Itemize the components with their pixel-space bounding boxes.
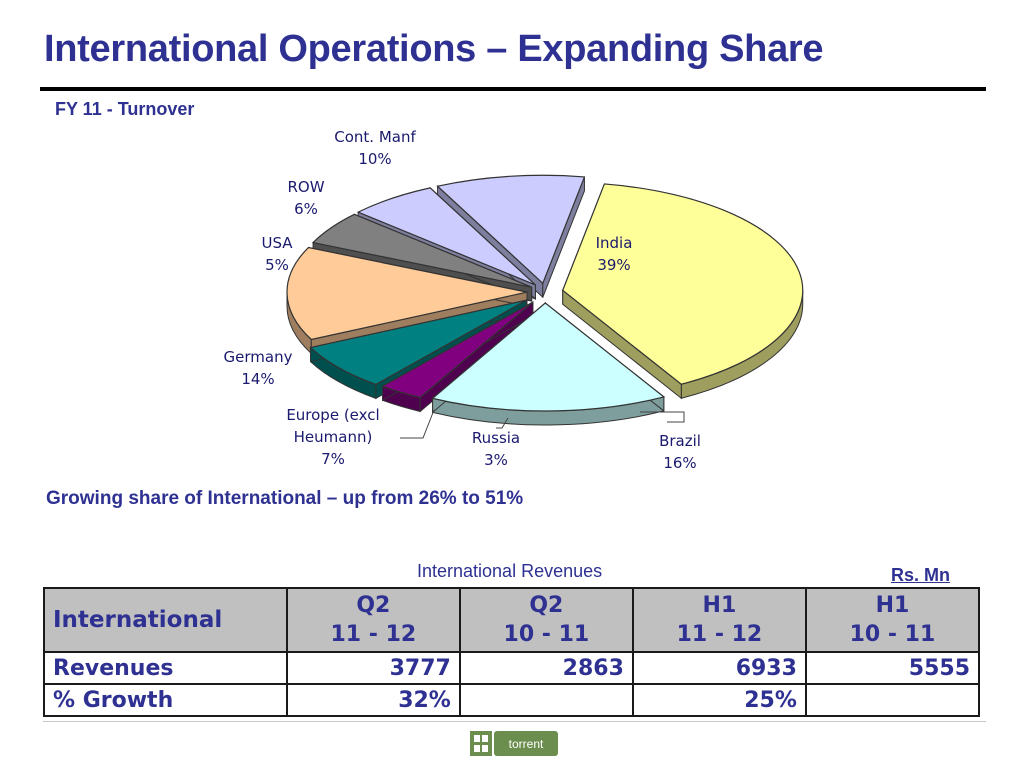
table-cell: 5555 [804,651,981,685]
table-cell: 6933 [631,651,807,685]
slice-label: Russia 3% [472,429,520,469]
pie-slice-russia [381,301,534,413]
slice-label: ROW 6% [287,178,324,218]
slice-label-line: 10% [358,150,391,168]
column-header-year: 10 - 11 [849,622,936,647]
table-caption: International Revenues [417,561,603,581]
svg-text:torrent: torrent [509,737,544,751]
table-cell [458,683,634,717]
slice-top [311,213,532,288]
leader-line [400,409,435,439]
slice-label: India 39% [596,234,633,274]
torrent-logo: torrent [470,731,558,756]
growth-note: Growing share of International – up from… [46,488,524,509]
chart-subtitle: FY 11 - Turnover [55,99,195,119]
slice-label-line: 39% [597,256,630,274]
row-label: % Growth [43,683,288,717]
revenue-table: International Q2 11 - 12 Q2 10 - 11 H1 11 -… [43,587,981,717]
table-header-row: International Q2 11 - 12 Q2 10 - 11 H1 11 -… [43,587,981,653]
column-header-year: 11 - 12 [330,622,417,647]
slice-label-line: 5% [265,256,289,274]
slice-label-line: 3% [484,451,508,469]
slice-label-line: USA [261,234,293,252]
slice-top [436,174,586,285]
leader-line [496,417,509,429]
column-header-year: 11 - 12 [676,622,763,647]
slice-top [562,183,804,385]
slice-label-line: 7% [321,450,345,468]
row-header-cell: International [43,587,288,653]
column-header-period: H1 [875,593,910,618]
slice-top [381,301,534,399]
turnover-pie-chart: India 39% Brazil 16% Russia 3% Europe (excl Heu… [224,128,804,472]
leader-line [640,411,685,423]
footer-divider [43,721,986,722]
column-header-h1-11-12: H1 11 - 12 [631,587,807,653]
page-title: International Operations – Expanding Sha… [44,28,824,70]
pie-slice-brazil [431,301,666,426]
table-cell: 25% [631,683,807,717]
column-header-q2-10-11: Q2 10 - 11 [458,587,634,653]
slice-label: Europe (excl Heumann) 7% [286,406,379,468]
table-row: Revenues 3777 2863 6933 5555 [43,651,981,685]
slice-label-line: India [596,234,633,252]
table-cell: 32% [285,683,461,717]
slice-top [286,246,528,341]
pie-slice-india [562,183,804,400]
slice-top [309,299,527,386]
slice-label: USA 5% [261,234,293,274]
slice-label-line: Russia [472,429,520,447]
slice-label-line: 16% [663,454,696,472]
slice-top [431,302,666,412]
table-cell: 2863 [458,651,634,685]
slice-label-line: 6% [294,200,318,218]
row-label: Revenues [43,651,288,685]
slice-label-line: Heumann) [294,428,373,446]
slice-label-line: 14% [241,370,274,388]
table-cell [804,683,981,717]
column-header-q2-11-12: Q2 11 - 12 [285,587,461,653]
slice-label-line: ROW [287,178,324,196]
column-header-period: H1 [702,593,737,618]
table-row: % Growth 32% 25% [43,683,981,717]
column-header-year: 10 - 11 [503,622,590,647]
slice-top [356,187,536,286]
column-header-period: Q2 [356,593,391,618]
slice-label-line: Cont. Manf [334,128,416,146]
slice-label-line: Brazil [659,432,701,450]
title-divider [40,87,986,91]
column-header-h1-10-11: H1 10 - 11 [804,587,981,653]
table-cell: 3777 [285,651,461,685]
slice-label-line: Europe (excl [286,406,379,424]
slice-label-line: Germany [224,348,293,366]
column-header-period: Q2 [529,593,564,618]
slice-label: Germany 14% [224,348,293,388]
slice-label: Cont. Manf 10% [334,128,416,168]
units-label: Rs. Mn [891,565,951,585]
slice-label: Brazil 16% [659,432,701,472]
